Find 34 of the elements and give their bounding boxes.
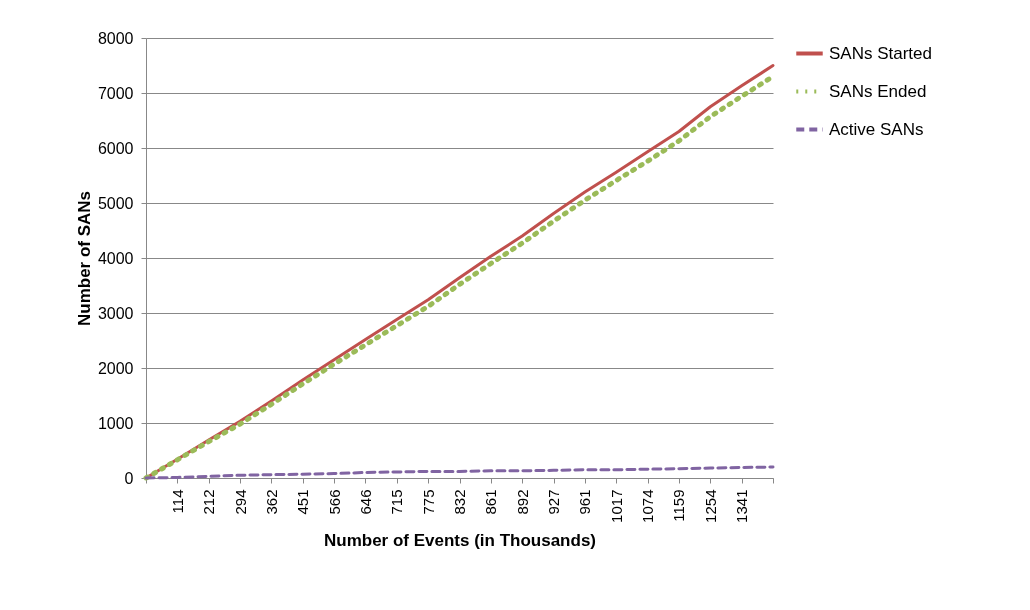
legend-label: Active SANs xyxy=(829,119,924,139)
x-axis-title: Number of Events (in Thousands) xyxy=(323,530,597,550)
y-tick-label: 7000 xyxy=(97,84,134,102)
x-tick-label: 1074 xyxy=(639,489,657,523)
y-tick-label: 6000 xyxy=(97,139,134,157)
x-tick-label: 1017 xyxy=(607,489,625,523)
y-tick-label: 1000 xyxy=(97,414,134,432)
x-tick-label: 646 xyxy=(356,489,374,515)
line-series xyxy=(144,465,775,480)
x-tick-label: 1341 xyxy=(733,489,751,523)
x-tick-label: 212 xyxy=(200,489,218,515)
x-tick-label: 114 xyxy=(168,489,186,514)
x-tick-label: 1254 xyxy=(701,489,719,523)
x-tick-label: 892 xyxy=(513,489,531,515)
x-tick-label: 832 xyxy=(451,489,468,515)
x-tick-label: 362 xyxy=(262,489,280,515)
y-axis-title: Number of SANs xyxy=(74,190,94,327)
y-tick-label: 5000 xyxy=(97,194,134,212)
x-tick-label: 715 xyxy=(388,489,406,515)
x-tick-label: 1159 xyxy=(670,489,688,522)
y-tick-label: 4000 xyxy=(97,249,134,267)
y-tick-label: 2000 xyxy=(97,359,134,377)
y-tick-label: 8000 xyxy=(97,29,134,47)
x-tick-label: 861 xyxy=(482,489,500,515)
legend-label: SANs Ended xyxy=(829,81,927,101)
y-tick-label: 0 xyxy=(124,469,134,487)
y-tick-label: 3000 xyxy=(97,304,134,322)
x-tick-label: 451 xyxy=(294,489,312,515)
x-tick-label: 775 xyxy=(419,489,437,515)
x-tick-label: 961 xyxy=(576,489,594,515)
legend-label: SANs Started xyxy=(829,43,932,63)
x-tick-label: 294 xyxy=(231,489,249,515)
x-tick-label: 927 xyxy=(545,489,563,515)
x-tick-label: 566 xyxy=(325,489,343,515)
